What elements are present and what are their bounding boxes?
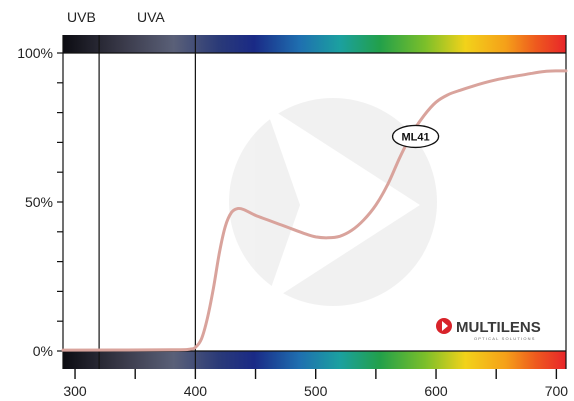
- plot-area: [62, 35, 567, 369]
- y-tick-label: 50%: [25, 194, 53, 210]
- multilens-logo-subtext: OPTICAL SOLUTIONS: [474, 336, 536, 341]
- y-tick-label: 0%: [33, 343, 53, 359]
- x-tick-label: 600: [424, 383, 448, 399]
- y-tick-label: 100%: [17, 45, 53, 61]
- x-tick-label: 300: [63, 383, 87, 399]
- series-label-box: [391, 124, 440, 149]
- multilens-logo: MULTILENS OPTICAL SOLUTIONS: [436, 318, 541, 341]
- x-tick-label: 500: [304, 383, 328, 399]
- x-tick-label: 700: [545, 383, 569, 399]
- multilens-logo-icon: [436, 318, 452, 334]
- watermark-logo: [229, 98, 437, 306]
- series-line-ml41: [61, 69, 568, 352]
- top-spectrum-bar: [63, 35, 566, 53]
- band-label-uvb: UVB: [67, 9, 96, 25]
- band-label-uva: UVA: [137, 9, 165, 25]
- multilens-logo-text: MULTILENS: [456, 319, 541, 336]
- series-label: ML41: [402, 131, 430, 143]
- bottom-spectrum-bar: [63, 351, 566, 369]
- x-tick-label: 400: [184, 383, 208, 399]
